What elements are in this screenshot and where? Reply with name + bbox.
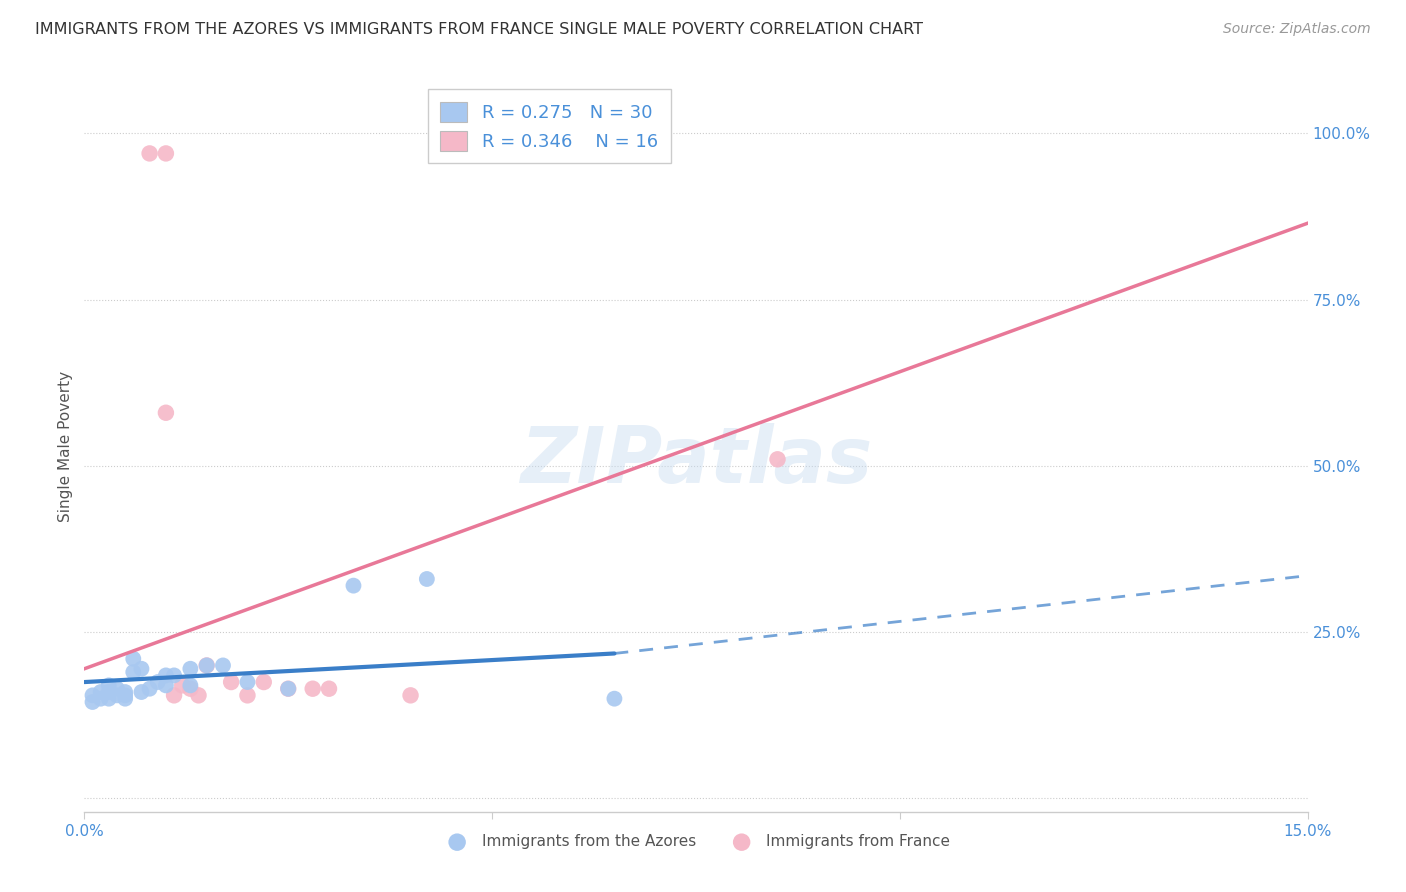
Y-axis label: Single Male Poverty: Single Male Poverty [58, 370, 73, 522]
Point [172, 678, 194, 692]
Point [155, 406, 177, 420]
Point [122, 665, 145, 679]
Point [179, 681, 201, 696]
Point [179, 662, 201, 676]
Text: Source: ZipAtlas.com: Source: ZipAtlas.com [1223, 22, 1371, 37]
Point [155, 146, 177, 161]
Point [163, 689, 186, 703]
Point [236, 689, 259, 703]
Point [277, 681, 299, 696]
Point [90, 685, 112, 699]
Point [603, 691, 626, 706]
Point [138, 146, 160, 161]
Point [97, 685, 120, 699]
Point [146, 675, 169, 690]
Point [114, 689, 136, 703]
Point [138, 681, 160, 696]
Point [82, 695, 104, 709]
Point [105, 689, 128, 703]
Text: ZIPatlas: ZIPatlas [520, 423, 872, 499]
Point [163, 668, 186, 682]
Point [236, 675, 259, 690]
Point [301, 681, 323, 696]
Point [416, 572, 439, 586]
Point [82, 689, 104, 703]
Point [90, 691, 112, 706]
Point [97, 678, 120, 692]
Point [399, 689, 422, 703]
Point [131, 685, 153, 699]
Point [105, 681, 128, 696]
Point [195, 658, 218, 673]
Point [766, 452, 789, 467]
Point [212, 658, 235, 673]
Point [253, 675, 276, 690]
Point [277, 681, 299, 696]
Point [97, 691, 120, 706]
Legend: Immigrants from the Azores, Immigrants from France: Immigrants from the Azores, Immigrants f… [436, 828, 956, 855]
Point [318, 681, 340, 696]
Point [155, 678, 177, 692]
Point [187, 689, 209, 703]
Point [155, 668, 177, 682]
Point [122, 652, 145, 666]
Text: IMMIGRANTS FROM THE AZORES VS IMMIGRANTS FROM FRANCE SINGLE MALE POVERTY CORRELA: IMMIGRANTS FROM THE AZORES VS IMMIGRANTS… [35, 22, 924, 37]
Point [131, 662, 153, 676]
Point [179, 678, 201, 692]
Point [219, 675, 242, 690]
Point [114, 685, 136, 699]
Point [342, 579, 364, 593]
Point [114, 691, 136, 706]
Point [195, 658, 218, 673]
